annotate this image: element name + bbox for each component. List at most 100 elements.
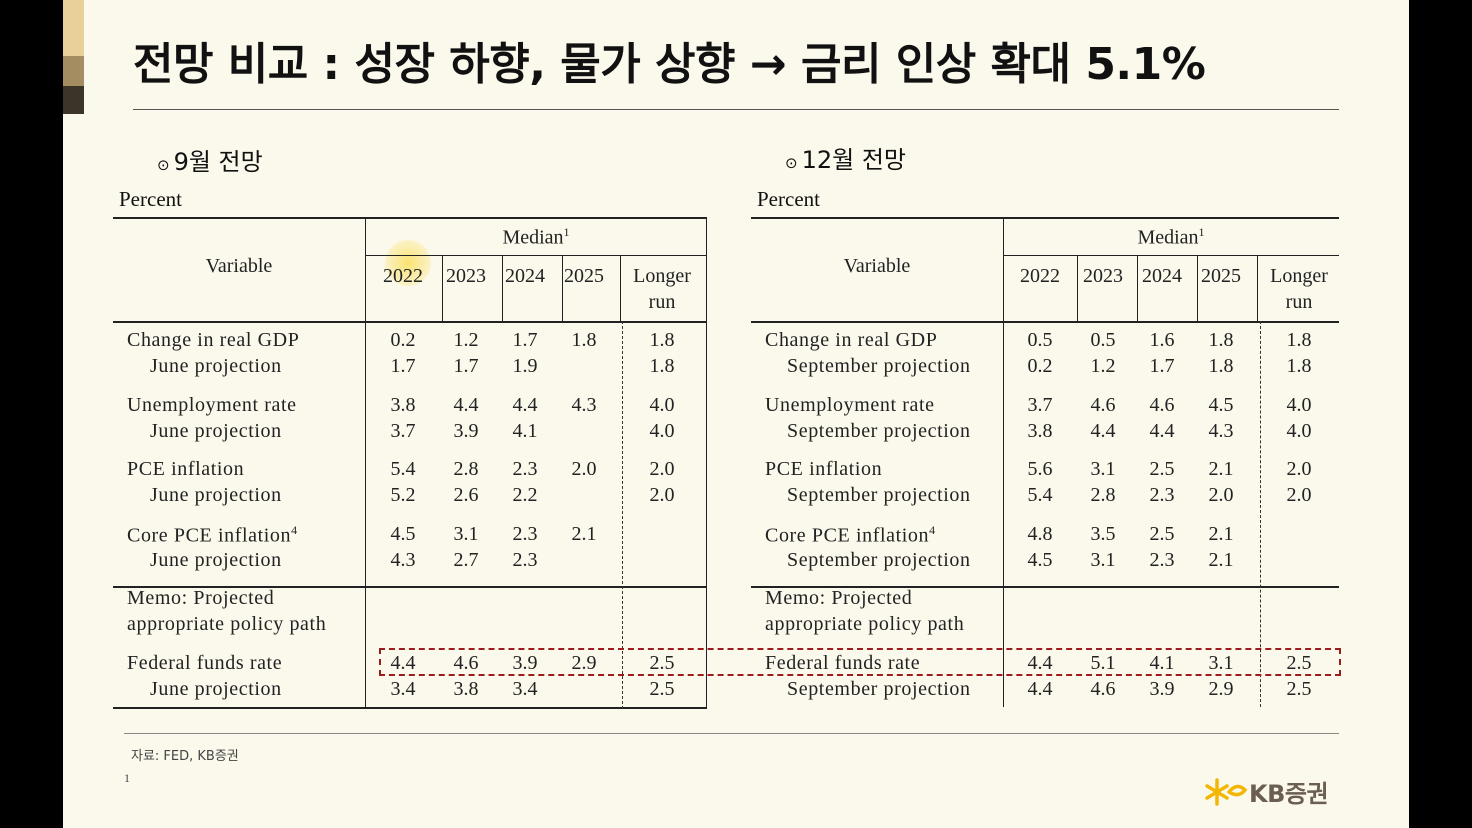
table-cell: 4.3 [571, 394, 597, 416]
table-bottom-rule [113, 707, 707, 709]
memo-separator-rule [751, 586, 1339, 588]
table-cell: 2.0 [649, 484, 675, 506]
year-header: 2025 [1201, 265, 1241, 287]
table-cell: 1.9 [512, 355, 538, 377]
table-cell: 2.3 [512, 523, 538, 545]
right-heading-text: 12월 전망 [801, 146, 906, 174]
table-cell: 1.8 [1286, 355, 1312, 377]
table-cell: 2.9 [1208, 678, 1234, 700]
footnote-marker: 4 [291, 523, 298, 537]
accent-bar-middle [63, 56, 84, 86]
table-cell: 2.3 [512, 458, 538, 480]
left-percent-label: Percent [119, 187, 182, 211]
table-cell: 4.5 [390, 523, 416, 545]
longer-run-dashed-divider [622, 321, 623, 709]
year-column-divider [1137, 255, 1138, 321]
table-cell: 3.1 [1208, 652, 1234, 674]
row-label-text: Core PCE inflation [127, 524, 292, 547]
table-cell: 1.8 [649, 355, 675, 377]
table-cell: 4.4 [390, 652, 416, 674]
variable-column-divider [1003, 217, 1004, 707]
table-cell: 4.0 [649, 420, 675, 442]
year-column-divider [1257, 255, 1258, 321]
row-label-text: June projection [150, 484, 282, 506]
table-cell: 3.7 [390, 420, 416, 442]
table-cell: 3.1 [1090, 549, 1116, 571]
table-cell: 4.4 [1027, 652, 1053, 674]
row-label: September projection [787, 420, 971, 443]
table-cell: 3.8 [1027, 420, 1053, 442]
footer-rule [124, 733, 1339, 734]
row-label: September projection [787, 355, 971, 378]
row-label: September projection [787, 484, 971, 507]
projection-table-september: Variable Median1 2022 2023 2024 2025 Longer run… [113, 217, 707, 712]
highlight-circle [385, 240, 431, 286]
year-column-divider [502, 255, 503, 321]
accent-bar-bottom [63, 86, 84, 114]
table-cell: 3.7 [1027, 394, 1053, 416]
table-cell: 0.5 [1090, 329, 1116, 351]
year-header: 2022 [1020, 265, 1060, 287]
title-underline [133, 109, 1339, 110]
table-cell: 3.8 [390, 394, 416, 416]
year-column-divider [442, 255, 443, 321]
table-cell: 3.9 [512, 652, 538, 674]
memo-separator-rule [113, 586, 707, 588]
row-label: June projection [150, 549, 282, 572]
row-label-text: Change in real GDP [765, 329, 938, 351]
row-label: PCE inflation [765, 458, 882, 481]
table-cell: 1.8 [649, 329, 675, 351]
accent-bar-top [63, 0, 84, 56]
table-cell: 2.0 [1286, 484, 1312, 506]
row-label-text: Core PCE inflation [765, 524, 930, 547]
table-cell: 1.8 [1208, 329, 1234, 351]
right-heading: ⊙ 12월 전망 [785, 140, 906, 175]
kb-star-icon [1205, 777, 1248, 806]
bullet-icon: ⊙ [157, 156, 170, 174]
row-label-text: September projection [787, 355, 971, 377]
table-cell: 4.4 [453, 394, 479, 416]
median-underline [1003, 255, 1339, 256]
table-cell: 3.8 [453, 678, 479, 700]
year-column-divider [562, 255, 563, 321]
table-cell: 2.7 [453, 549, 479, 571]
year-column-divider [1077, 255, 1078, 321]
table-cell: 1.8 [571, 329, 597, 351]
median-header-text: Median [502, 226, 564, 249]
row-label-text: PCE inflation [765, 458, 883, 480]
year-header: 2024 [1142, 265, 1182, 287]
table-cell: 2.5 [649, 678, 675, 700]
table-cell: 2.1 [1208, 523, 1234, 545]
table-cell: 4.0 [1286, 420, 1312, 442]
year-header: 2022 [383, 265, 423, 287]
table-cell: 3.5 [1090, 523, 1116, 545]
table-cell: 4.6 [1090, 678, 1116, 700]
table-cell: 1.2 [1090, 355, 1116, 377]
bullet-icon: ⊙ [785, 154, 798, 172]
table-cell: 4.6 [1090, 394, 1116, 416]
longer-run-header: Longer [633, 265, 691, 287]
table-cell: 4.5 [1027, 549, 1053, 571]
left-heading: ⊙ 9월 전망 [157, 142, 263, 177]
table-cell: 2.5 [1286, 652, 1312, 674]
table-cell: 4.4 [512, 394, 538, 416]
table-cell: 1.6 [1149, 329, 1175, 351]
table-cell: 2.1 [1208, 458, 1234, 480]
row-label: Core PCE inflation4 [127, 523, 298, 548]
row-label: PCE inflation [127, 458, 244, 481]
longer-run-dashed-divider [1260, 321, 1261, 707]
row-label: June projection [150, 355, 282, 378]
table-cell: 4.5 [1208, 394, 1234, 416]
year-header: 2023 [1083, 265, 1123, 287]
header-bottom-rule [751, 321, 1339, 323]
variable-column-divider [365, 217, 366, 709]
table-cell: 5.6 [1027, 458, 1053, 480]
row-label-text: June projection [150, 549, 282, 571]
row-label-text: Unemployment rate [765, 394, 935, 416]
table-cell: 3.1 [453, 523, 479, 545]
table-cell: 4.4 [1090, 420, 1116, 442]
right-percent-label: Percent [757, 187, 820, 211]
table-top-rule [113, 217, 707, 219]
row-label: Federal funds rate [765, 652, 921, 674]
table-cell: 3.4 [512, 678, 538, 700]
